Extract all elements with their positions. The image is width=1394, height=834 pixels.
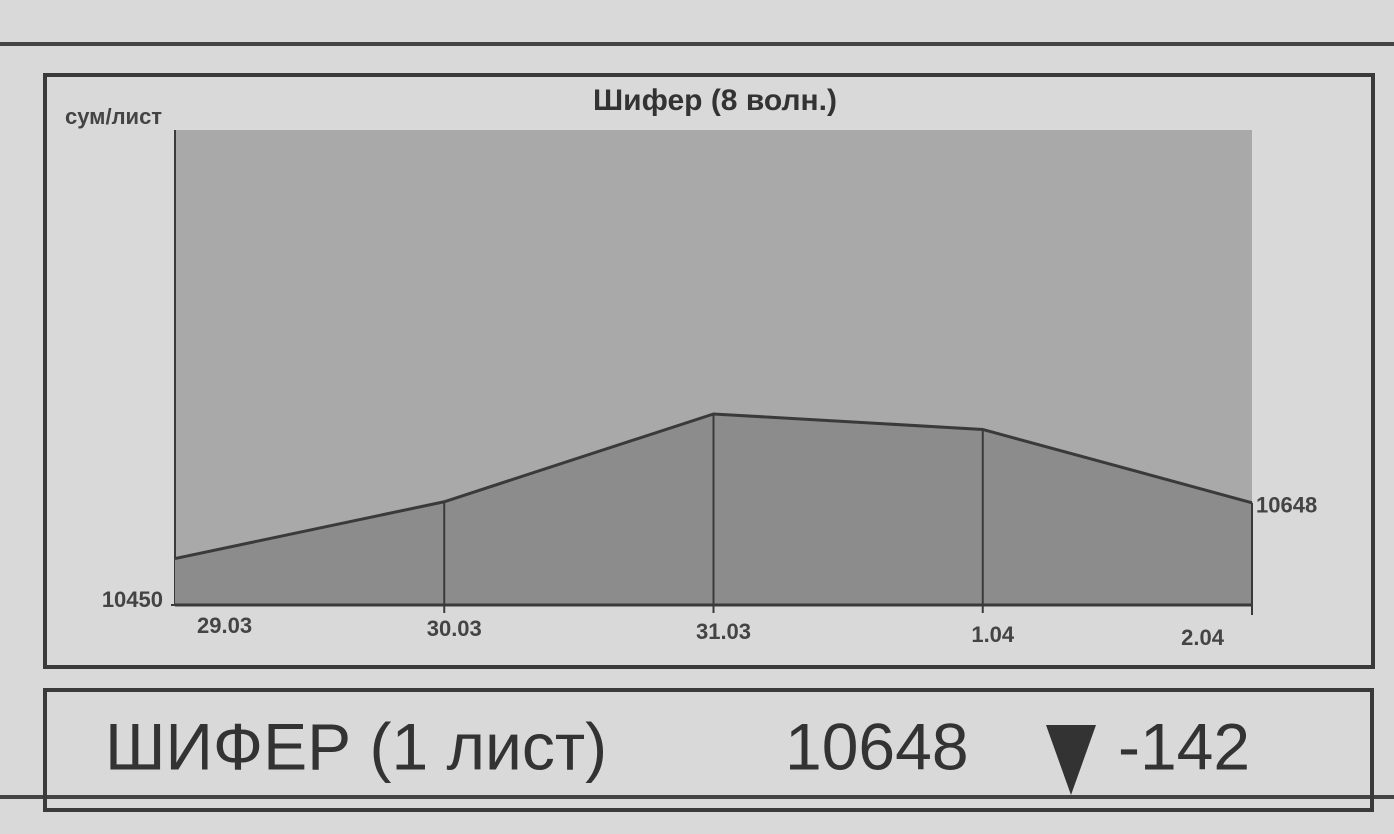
chart-frame — [43, 73, 1375, 669]
x-tick-label: 31.03 — [696, 619, 751, 644]
x-tick-label: 29.03 — [197, 613, 252, 638]
line — [174, 412, 1253, 561]
y-axis-label: сум/лист — [65, 104, 162, 129]
plot: 10450 10648 29.03 30.03 31.03 1.04 2.04 — [102, 130, 1317, 650]
caption-price: 10648 — [785, 709, 969, 783]
caption-frame — [43, 688, 1374, 812]
x-tick-label: 30.03 — [427, 616, 482, 641]
x-tick-label: 2.04 — [1181, 625, 1225, 650]
y-tick-label: 10450 — [102, 587, 163, 612]
down-arrow — [1046, 725, 1096, 795]
x-tick-label: 1.04 — [971, 622, 1015, 647]
chart-title: Шифер (8 волн.) — [593, 84, 837, 117]
caption-label: ШИФЕР (1 лист) — [105, 709, 607, 783]
value-label: 10648 — [1256, 493, 1317, 518]
caption-change: -142 — [1118, 709, 1250, 783]
